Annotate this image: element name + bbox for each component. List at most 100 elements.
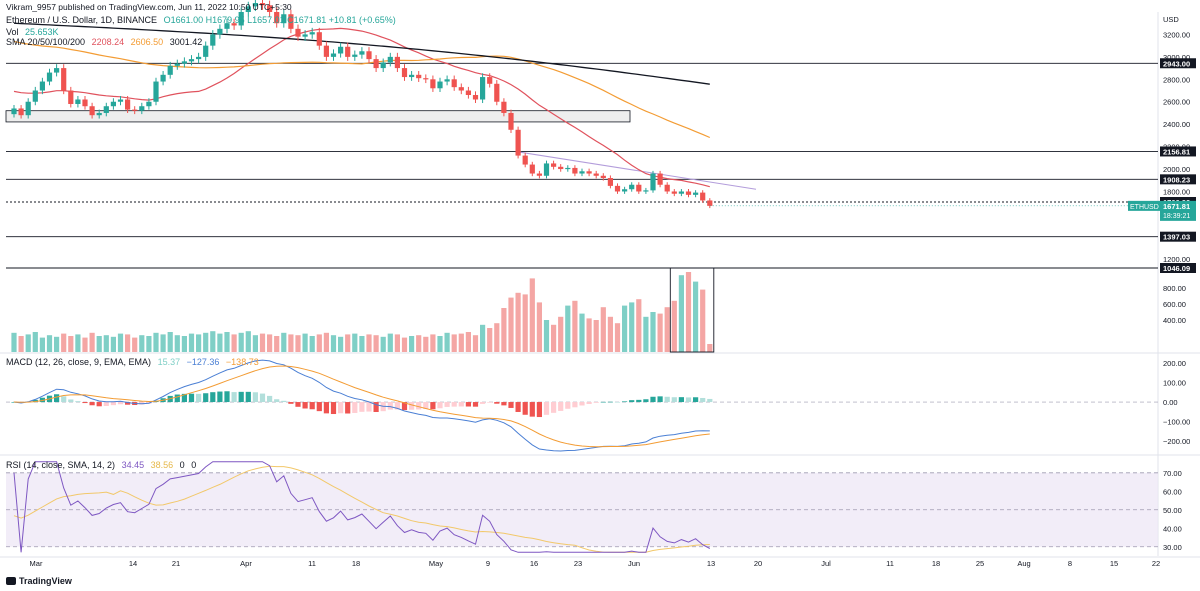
- volume-bar-67: [487, 328, 493, 352]
- volume-bar-57: [416, 335, 422, 352]
- macd-hist-bar-12: [96, 402, 102, 407]
- candle-body-4: [39, 81, 45, 91]
- volume-bar-38: [281, 332, 287, 352]
- candle-body-95: [685, 191, 692, 195]
- volume-bar-80: [579, 313, 585, 352]
- macd-hist-bar-96: [693, 397, 699, 403]
- volume-bar-44: [323, 332, 329, 352]
- macd-hist-bar-56: [409, 402, 415, 410]
- rsi-value: 34.45: [121, 460, 145, 470]
- symbol-tag-label: ETHUSD: [1130, 204, 1159, 211]
- volume-bar-75: [543, 320, 550, 352]
- volume-legend: Vol 25.653K: [6, 27, 63, 37]
- volume-bar-94: [678, 275, 684, 352]
- symbol-tag: [1128, 200, 1160, 211]
- volume-bars: [11, 267, 715, 353]
- macd-hist-bar-8: [68, 399, 74, 403]
- macd-hist-bar-14: [110, 402, 116, 406]
- macd-hist-bar-80: [579, 402, 585, 406]
- macd-hist-bar-92: [664, 396, 670, 403]
- candle-body-64: [465, 90, 471, 96]
- volume-bar-51: [373, 335, 379, 352]
- volume-tick-2: 400.00: [1163, 316, 1186, 325]
- macd-hist-bar-69: [501, 402, 507, 406]
- macd-hist-bar-75: [543, 402, 550, 415]
- time-tick-0: Mar: [30, 559, 43, 568]
- macd-hist-bar-15: [117, 402, 124, 405]
- macd-hist-bar-37: [274, 399, 280, 403]
- macd-hist-bar-98: [707, 398, 713, 403]
- symbol-row: Ethereum / U.S. Dollar, 1D, BINANCE O166…: [6, 15, 400, 25]
- macd-hist-bar-93: [671, 397, 677, 403]
- last-price-tag: [1160, 200, 1196, 221]
- candle-body-2: [25, 101, 31, 116]
- volume-highlight-box: [669, 267, 715, 353]
- time-tick-11: 13: [707, 559, 715, 568]
- candle-body-27: [203, 45, 209, 57]
- macd-hist-bar-44: [323, 402, 329, 414]
- candle-body-76: [551, 163, 557, 167]
- candle-body-29: [217, 28, 223, 35]
- time-tick-6: May: [429, 559, 443, 568]
- volume-bar-40: [295, 335, 301, 352]
- volume-bar-68: [494, 323, 500, 352]
- volume-bar-4: [39, 337, 45, 352]
- volume-bar-98: [707, 344, 713, 352]
- chart-grid: [0, 12, 1200, 558]
- level-label-2: 1908.23: [1163, 175, 1190, 184]
- price-tick-4: 2400.00: [1163, 120, 1190, 129]
- candle-body-80: [579, 171, 585, 174]
- candle-body-92: [664, 184, 670, 192]
- volume-bar-27: [203, 332, 209, 352]
- volume-bar-20: [153, 332, 159, 352]
- volume-bar-95: [685, 272, 692, 352]
- volume-bar-54: [394, 334, 400, 352]
- volume-bar-82: [593, 320, 599, 352]
- macd-hist-bar-68: [494, 402, 500, 404]
- macd-hist-bar-28: [210, 392, 216, 403]
- volume-bar-71: [515, 292, 521, 352]
- volume-bar-62: [451, 334, 457, 352]
- macd-hist-bar-32: [238, 391, 244, 403]
- volume-tick-0: 800.00: [1163, 284, 1186, 293]
- time-tick-12: 20: [754, 559, 762, 568]
- volume-bar-8: [68, 336, 74, 352]
- candle-body-78: [565, 167, 571, 170]
- macd-hist-bar-81: [586, 402, 592, 404]
- macd-hist-bar-29: [217, 391, 223, 403]
- time-tick-5: 18: [352, 559, 360, 568]
- macd-hist-bar-3: [32, 399, 38, 403]
- macd-tick-2: 0.00: [1163, 398, 1178, 407]
- macd-hist-bar-9: [75, 401, 81, 403]
- candle-body-86: [622, 189, 628, 192]
- candle-body-7: [61, 68, 67, 91]
- level-tag-0: [1160, 58, 1196, 69]
- level-label-1: 2156.81: [1163, 147, 1190, 156]
- time-tick-3: Apr: [240, 559, 252, 568]
- candle-body-12: [96, 112, 102, 116]
- tradingview-logo: TradingView: [6, 576, 72, 586]
- time-axis: Mar 14 21 Apr 11 18 May 9 16 23 Jun 13 20 Jul 11 18 25 Au…: [30, 559, 1161, 568]
- last-price-label: 1671.81: [1163, 202, 1190, 211]
- candle-body-43: [316, 32, 322, 46]
- volume-bar-2: [25, 334, 31, 352]
- volume-bar-69: [501, 308, 507, 352]
- sma-lines: [13, 22, 711, 188]
- candle-body-17: [132, 109, 138, 111]
- rsi-ma-line: [13, 465, 710, 553]
- macd-hist-bar-30: [224, 391, 230, 403]
- volume-bar-58: [423, 336, 429, 352]
- brand-text: TradingView: [19, 576, 72, 586]
- candle-body-54: [394, 56, 400, 69]
- macd-signal-line: [13, 365, 710, 448]
- macd-hist-bar-45: [330, 402, 337, 415]
- macd-hist-bar-34: [252, 392, 258, 403]
- level-label-5: 1046.09: [1163, 264, 1190, 273]
- candle-body-1: [18, 108, 24, 116]
- candle-body-51: [373, 59, 379, 69]
- macd-hist-bar-79: [572, 402, 578, 408]
- volume-bar-22: [167, 332, 173, 352]
- volume-bar-6: [54, 336, 60, 352]
- candle-body-20: [153, 81, 159, 102]
